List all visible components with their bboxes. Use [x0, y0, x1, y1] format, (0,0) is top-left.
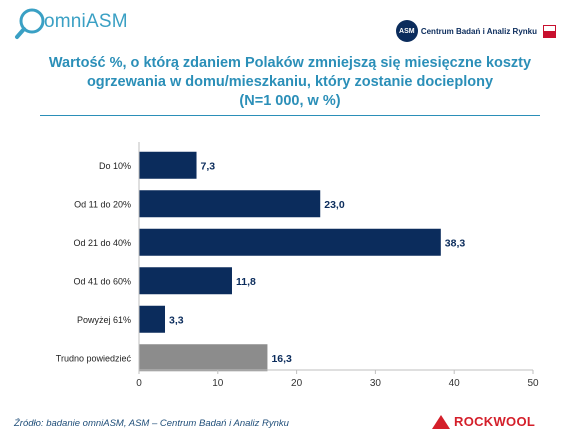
asm-badge: ASM — [395, 20, 418, 42]
bar — [139, 151, 197, 179]
data-label: 23,0 — [324, 199, 345, 211]
data-label: 38,3 — [445, 237, 466, 249]
bar — [139, 344, 268, 372]
x-tick-label: 30 — [370, 378, 382, 389]
data-label: 3,3 — [169, 314, 184, 326]
title-line-3: (N=1 000, w %) — [239, 93, 341, 109]
x-tick-label: 40 — [449, 378, 461, 389]
brand-name: omniASM — [44, 11, 128, 32]
category-label: Powyżej 61% — [77, 315, 131, 325]
x-tick-label: 20 — [291, 378, 303, 389]
source-note: Źródło: badanie omniASM, ASM – Centrum B… — [14, 418, 289, 429]
bar — [139, 305, 166, 333]
category-label: Trudno powiedzieć — [56, 353, 132, 363]
bar — [139, 228, 441, 256]
x-tick-label: 0 — [136, 378, 142, 389]
title-divider — [40, 115, 540, 116]
bar — [139, 267, 232, 295]
bar — [139, 190, 321, 218]
rockwool-wordmark: ROCKWOOL — [454, 414, 536, 429]
title-line-2: ogrzewania w domu/mieszkaniu, który zost… — [86, 74, 494, 90]
category-label: Od 11 do 20% — [74, 199, 131, 209]
polish-flag-icon — [543, 24, 556, 38]
x-tick-label: 50 — [527, 378, 539, 389]
rockwool-logo: ROCKWOOL — [432, 414, 535, 429]
rockwool-mark-icon — [432, 414, 450, 429]
magnifier-icon — [15, 8, 45, 39]
category-label: Od 41 do 60% — [73, 276, 131, 286]
asm-logo: ASM Centrum Badań i Analiz Rynku — [395, 20, 556, 42]
category-label: Od 21 do 40% — [73, 238, 131, 248]
data-label: 11,8 — [236, 276, 256, 288]
omniasm-logo: omniASM — [14, 4, 144, 44]
data-label: 7,3 — [201, 160, 216, 172]
chart-title: Wartość %, o którą zdaniem Polaków zmnie… — [40, 54, 540, 111]
category-label: Do 10% — [99, 161, 131, 171]
partner-name: Centrum Badań i Analiz Rynku — [420, 26, 537, 36]
title-line-1: Wartość %, o którą zdaniem Polaków zmnie… — [48, 55, 532, 71]
data-label: 16,3 — [271, 353, 292, 365]
x-tick-label: 10 — [212, 378, 224, 389]
